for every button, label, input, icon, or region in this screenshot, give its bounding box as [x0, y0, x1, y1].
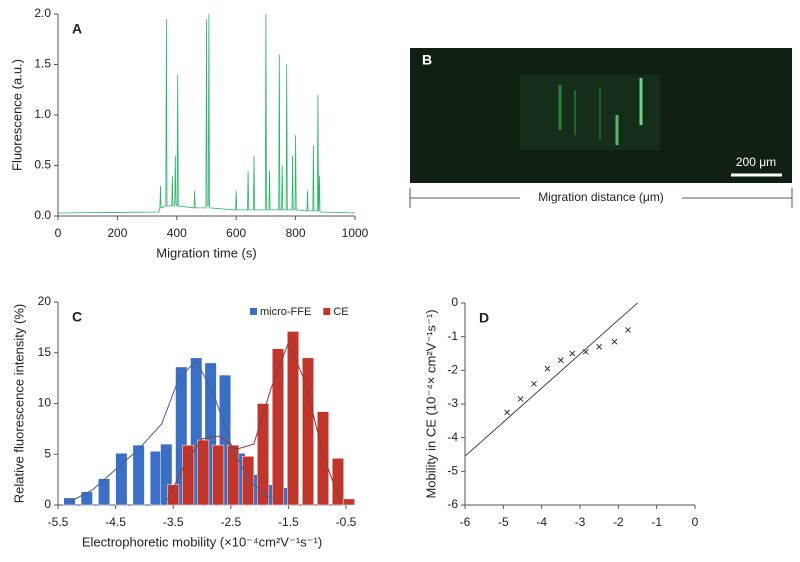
point [531, 380, 537, 387]
bar [242, 456, 255, 506]
legend-swatch [250, 308, 257, 315]
bar [197, 439, 210, 506]
bar [167, 484, 180, 506]
bar [175, 366, 188, 506]
y-tick-label: 0.0 [34, 208, 51, 222]
bar [98, 478, 111, 506]
x-tick-label: -1.5 [278, 515, 299, 529]
bar [342, 498, 355, 506]
point [625, 327, 631, 333]
x-tick-label: -3 [575, 515, 586, 529]
y-axis-label: Mobility in CE (10⁻⁴× cm²V⁻¹s⁻¹) [423, 309, 438, 498]
x-tick-label: -5.5 [48, 515, 69, 529]
y-tick-label: 1.5 [34, 57, 51, 71]
glow [520, 75, 660, 150]
label-bg [520, 190, 682, 206]
bar [149, 450, 162, 506]
y-tick-label: 15 [38, 345, 52, 359]
x-tick-label: -2 [613, 515, 624, 529]
x-tick-label: 400 [167, 226, 187, 240]
x-tick-label: 800 [286, 226, 306, 240]
bar [257, 403, 270, 506]
y-axis-label: Fluorescence (a.u.) [9, 59, 24, 171]
bar [272, 348, 285, 506]
legend-swatch [323, 308, 331, 315]
fit-line [464, 302, 638, 457]
y-tick-label: -4 [447, 430, 458, 444]
bar [227, 444, 240, 506]
bar [182, 444, 195, 506]
bar [204, 362, 217, 506]
point [544, 365, 551, 372]
y-tick-label: 0.5 [34, 158, 51, 172]
y-tick-label: 0 [451, 295, 458, 309]
panel-label: A [72, 21, 82, 37]
panel-label: D [479, 310, 489, 326]
y-tick-label: 20 [38, 294, 52, 308]
y-tick-label: -1 [447, 329, 458, 343]
noise [410, 48, 792, 183]
point [557, 357, 564, 364]
legend-label: CE [333, 306, 348, 318]
x-tick-label: 0 [55, 226, 62, 240]
x-tick-label: 200 [107, 226, 127, 240]
point [596, 343, 603, 350]
x-tick-label: -1 [651, 515, 662, 529]
point [611, 338, 618, 345]
x-axis-label: Migration distance (μm) [538, 190, 664, 204]
panel-label: C [72, 309, 82, 325]
scale-bar-label: 200 μm [736, 155, 776, 169]
fit-line [166, 341, 341, 503]
y-axis-label: Relative fluorescence intensity (%) [11, 304, 26, 503]
x-axis-label: Migration time (s) [156, 245, 256, 260]
panel-b-image: 200 μm B Migration distance (μm) [409, 48, 793, 208]
x-tick-label: -4 [536, 515, 547, 529]
y-tick-label: -3 [447, 396, 458, 410]
x-tick-label: 0 [692, 515, 699, 529]
x-tick-label: 600 [226, 226, 246, 240]
x-axis-label: Electrophoretic mobility (×10⁻⁴cm²V⁻¹s⁻¹… [82, 534, 322, 549]
y-tick-label: -5 [447, 464, 458, 478]
x-tick-label: -6 [460, 515, 471, 529]
x-tick-label: -2.5 [220, 515, 241, 529]
x-tick-label: 1000 [342, 226, 369, 240]
micrograph [410, 48, 792, 183]
x-tick-label: -5 [498, 515, 509, 529]
bar [190, 357, 203, 506]
trace [57, 13, 356, 214]
fit-line [69, 360, 278, 503]
y-tick-label: 1.0 [34, 107, 51, 121]
bar [115, 452, 128, 506]
bar [286, 331, 300, 506]
y-tick-label: 10 [38, 396, 52, 410]
bar [80, 491, 93, 506]
point [569, 350, 576, 357]
bar [160, 443, 173, 506]
x-tick-label: -4.5 [105, 515, 126, 529]
point [504, 409, 511, 416]
bar [331, 458, 344, 506]
bar [301, 357, 314, 506]
x-tick-label: -3.5 [163, 515, 184, 529]
bar [316, 411, 329, 506]
panel-label: B [422, 52, 432, 68]
y-tick-label: 5 [44, 446, 51, 460]
y-tick-label: 0 [44, 497, 51, 511]
point [582, 348, 589, 355]
bar [212, 444, 225, 506]
x-tick-label: -0.5 [336, 515, 357, 529]
y-tick-label: -6 [447, 497, 458, 511]
y-tick-label: 2.0 [34, 6, 51, 20]
legend-label: micro-FFE [260, 306, 311, 318]
y-tick-label: -2 [447, 363, 458, 377]
bar [132, 444, 145, 506]
point [517, 396, 524, 402]
